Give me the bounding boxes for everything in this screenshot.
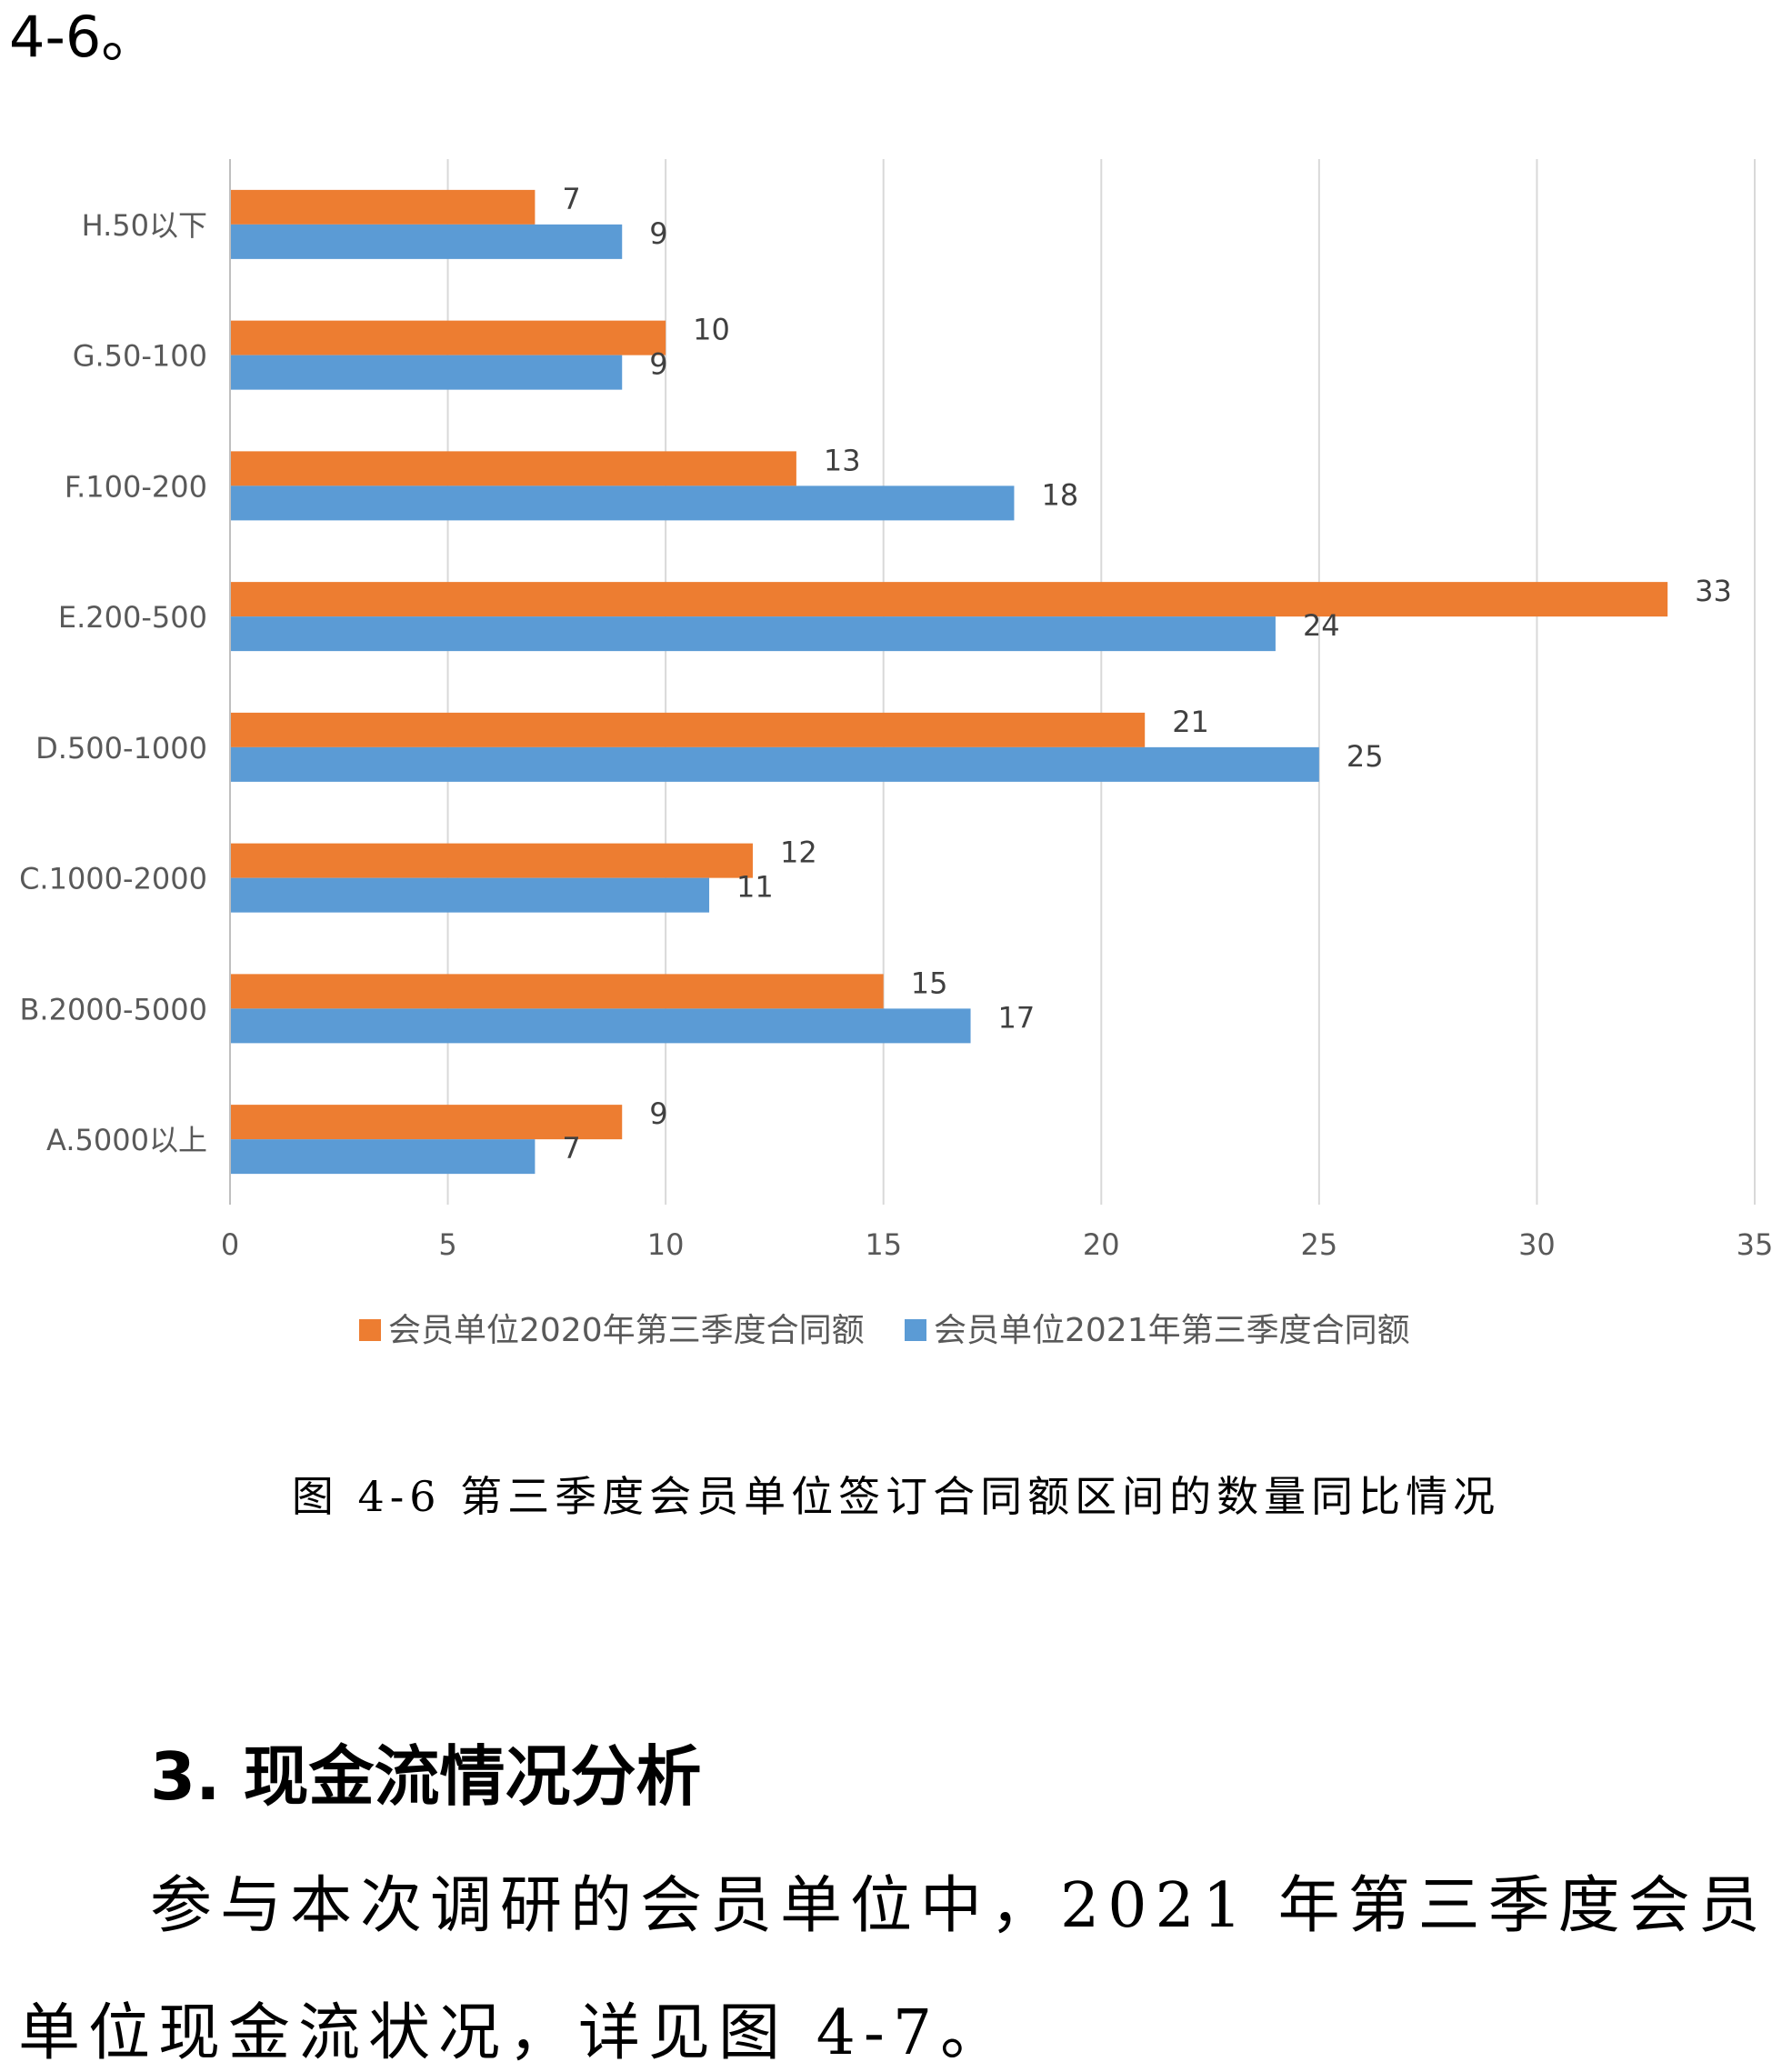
bar-series-1	[230, 582, 1668, 617]
data-label: 11	[736, 870, 774, 905]
data-label: 15	[911, 966, 948, 1000]
bar-series-1	[230, 974, 884, 1009]
legend-label-2: 会员单位2021年第三季度合同额	[934, 1312, 1410, 1349]
x-tick-label: 5	[438, 1227, 456, 1262]
data-label: 18	[1041, 477, 1078, 512]
bar-series-2	[230, 616, 1276, 652]
bar-series-1	[230, 843, 753, 878]
x-tick-label: 10	[647, 1227, 685, 1262]
bar-series-1	[230, 712, 1146, 747]
y-category-label: H.50以下	[82, 208, 207, 243]
y-category-label: E.200-500	[58, 600, 207, 635]
top-text-fragment: 4-6。	[9, 4, 158, 70]
bar-chart: 0 5 10 15 20 25 30 35 H.50以下 7 9 G.50-100 10 9 F.100-2…	[19, 159, 1774, 1349]
bar-series-1	[230, 451, 796, 486]
data-label: 9	[649, 1096, 667, 1131]
data-label: 33	[1695, 574, 1732, 608]
y-category-label: C.1000-2000	[19, 862, 207, 896]
data-label: 9	[649, 216, 667, 251]
figure-caption: 图 4-6 第三季度会员单位签订合同额区间的数量同比情况	[291, 1472, 1501, 1521]
bar-series-2	[230, 1008, 971, 1044]
x-tick-label: 25	[1300, 1227, 1337, 1262]
bar-series-1	[230, 1105, 623, 1140]
data-label: 25	[1347, 739, 1384, 774]
legend-swatch-2	[905, 1319, 926, 1341]
bar-series-2	[230, 224, 623, 259]
x-tick-label: 0	[221, 1227, 239, 1262]
bar-series-2	[230, 355, 623, 390]
y-category-label: G.50-100	[73, 339, 207, 374]
data-label: 17	[998, 1000, 1036, 1035]
paragraph-line-1: 参与本次调研的会员单位中，2021 年第三季度会员	[150, 1870, 1768, 1942]
bar-series-2	[230, 1139, 536, 1175]
bar-series-1	[230, 189, 536, 225]
data-label: 9	[649, 347, 667, 382]
data-label: 13	[824, 443, 861, 477]
data-label: 24	[1303, 608, 1340, 643]
y-category-label: B.2000-5000	[19, 992, 207, 1026]
data-label: 10	[693, 313, 730, 347]
data-label: 7	[562, 182, 580, 216]
data-label: 12	[780, 836, 817, 870]
legend-swatch-1	[359, 1319, 381, 1341]
x-tick-label: 20	[1083, 1227, 1120, 1262]
bar-series-2	[230, 877, 710, 913]
x-tick-label: 35	[1737, 1227, 1774, 1262]
x-tick-label: 30	[1518, 1227, 1556, 1262]
y-category-label: D.500-1000	[35, 731, 207, 766]
x-tick-label: 15	[865, 1227, 902, 1262]
bar-series-2	[230, 746, 1319, 782]
section-heading: 3. 现金流情况分析	[150, 1738, 702, 1815]
legend-label-1: 会员单位2020年第三季度合同额	[388, 1312, 865, 1349]
bar-series-1	[230, 320, 666, 355]
data-label: 7	[562, 1131, 580, 1166]
paragraph-line-2: 单位现金流状况，详见图 4-7。	[18, 1997, 1011, 2069]
data-label: 21	[1172, 705, 1209, 739]
y-category-label: F.100-200	[65, 469, 207, 504]
y-category-label: A.5000以上	[46, 1123, 207, 1157]
bar-series-2	[230, 485, 1015, 521]
